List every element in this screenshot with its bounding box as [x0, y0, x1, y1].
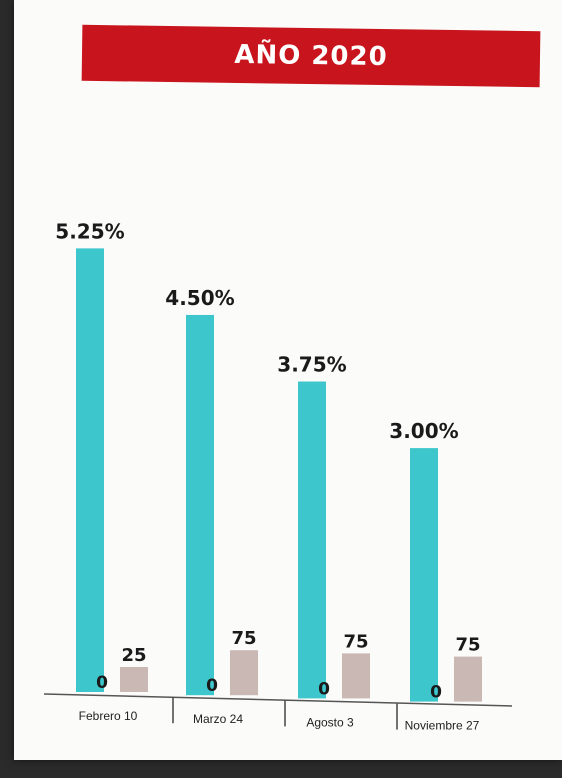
bar-rate: [298, 381, 326, 699]
bar-rate-label: 3.00%: [389, 419, 458, 443]
bar-zero-label: 0: [318, 679, 330, 699]
category-label: Febrero 10: [79, 709, 138, 723]
bar-small: [120, 667, 148, 692]
bar-small-label: 25: [121, 645, 146, 666]
bar-zero-label: 0: [96, 673, 108, 693]
bar-small-label: 75: [231, 628, 256, 649]
bar-rate-label: 4.50%: [165, 286, 234, 310]
bar-rate-label: 3.75%: [277, 353, 346, 377]
bar-small-label: 75: [455, 635, 480, 656]
bar-small: [454, 656, 482, 702]
bar-small: [230, 650, 258, 696]
category-label: Marzo 24: [193, 712, 243, 726]
bar-small-label: 75: [343, 631, 368, 652]
x-axis: [43, 693, 513, 707]
category-label: Noviembre 27: [405, 719, 480, 733]
bar-small: [342, 653, 370, 699]
bar-rate: [186, 314, 214, 696]
bar-zero-label: 0: [206, 676, 218, 696]
bar-zero-label: 0: [430, 683, 442, 703]
bar-rate: [410, 448, 438, 702]
bar-rate-label: 5.25%: [55, 219, 124, 243]
bar-rate: [76, 248, 104, 692]
category-label: Agosto 3: [306, 715, 354, 729]
chart-sheet: [14, 0, 562, 760]
